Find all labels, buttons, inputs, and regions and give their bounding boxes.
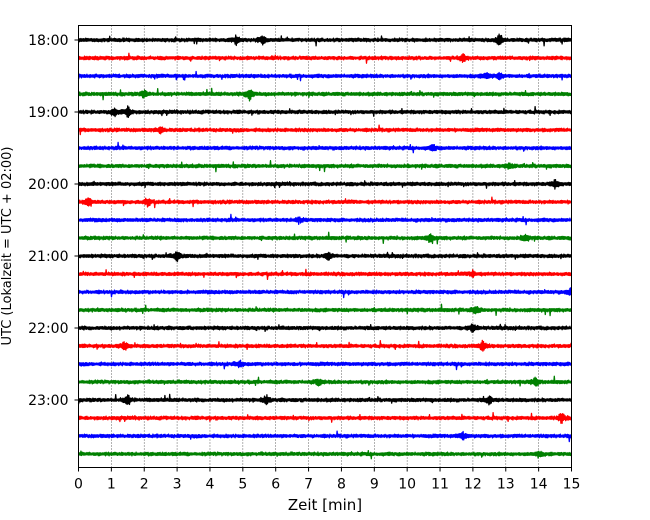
trace-2300: [77, 393, 572, 406]
x-axis: 0 1 2 3 4 5 6 7 8 9 10 11 12 13 14 15: [74, 467, 581, 493]
trace-2245: [78, 375, 572, 387]
y-axis-label: UTC (Lokalzeit = UTC + 02:00): [0, 147, 15, 346]
x-tick-label: 15: [563, 477, 581, 493]
trace-2345: [78, 449, 572, 460]
y-tick-label: 18:00: [28, 33, 68, 49]
trace-1815: [78, 52, 572, 64]
y-tick-label: 23:00: [28, 393, 68, 409]
trace-2115: [78, 268, 572, 281]
y-tick-label: 21:00: [28, 249, 68, 265]
x-tick-label: 8: [337, 477, 346, 493]
x-tick-label: 12: [464, 477, 482, 493]
trace-1945: [78, 160, 572, 173]
trace-2315: [78, 411, 572, 424]
trace-2145: [78, 303, 572, 317]
x-tick-label: 6: [271, 477, 280, 493]
y-tick-label: 22:00: [28, 321, 68, 337]
y-tick-label: 19:00: [28, 105, 68, 121]
trace-2215: [78, 339, 572, 352]
x-tick-label: 3: [173, 477, 182, 493]
trace-2015: [78, 196, 572, 209]
x-tick-label: 2: [140, 477, 149, 493]
trace-layer: [77, 33, 572, 460]
trace-2045: [78, 231, 572, 245]
x-axis-label: Zeit [min]: [288, 496, 362, 514]
x-tick-label: 5: [238, 477, 247, 493]
trace-2230: [78, 359, 572, 371]
trace-2100: [78, 251, 572, 262]
x-tick-label: 4: [206, 477, 215, 493]
trace-1915: [78, 124, 572, 136]
x-tick-label: 1: [107, 477, 116, 493]
x-tick-label: 9: [370, 477, 379, 493]
trace-1800: [78, 33, 572, 47]
trace-2030: [78, 213, 572, 226]
x-tick-label: 14: [530, 477, 548, 493]
trace-1830: [77, 70, 572, 82]
x-tick-label: 13: [497, 477, 515, 493]
y-tick-label: 20:00: [28, 177, 68, 193]
x-tick-label: 0: [74, 477, 83, 493]
trace-1930: [78, 141, 572, 154]
y-axis: 18:00 19:00 20:00 21:00 22:00 23:00: [28, 33, 79, 409]
x-tick-label: 10: [398, 477, 416, 493]
trace-1900: [78, 105, 572, 119]
trace-1845: [78, 87, 572, 102]
x-tick-label: 7: [304, 477, 313, 493]
x-tick-label: 11: [431, 477, 449, 493]
plot-frame: [78, 25, 572, 468]
trace-2200: [78, 323, 572, 334]
trace-2130: [78, 286, 572, 299]
trace-2000: [78, 179, 572, 190]
trace-2330: [78, 430, 572, 443]
